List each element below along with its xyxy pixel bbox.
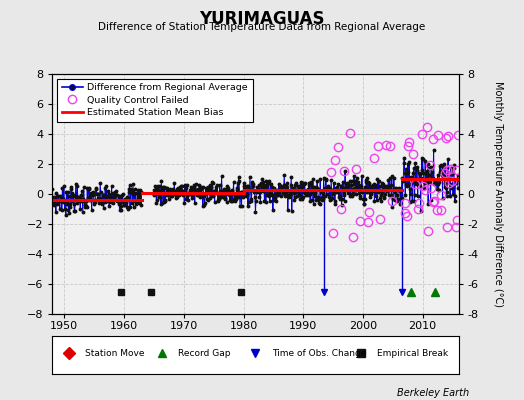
Text: Record Gap: Record Gap	[178, 348, 231, 358]
Text: Station Move: Station Move	[85, 348, 145, 358]
Y-axis label: Monthly Temperature Anomaly Difference (°C): Monthly Temperature Anomaly Difference (…	[493, 81, 503, 307]
Text: Difference of Station Temperature Data from Regional Average: Difference of Station Temperature Data f…	[99, 22, 425, 32]
Text: Berkeley Earth: Berkeley Earth	[397, 388, 469, 398]
Legend: Difference from Regional Average, Quality Control Failed, Estimated Station Mean: Difference from Regional Average, Qualit…	[57, 79, 253, 122]
Text: Time of Obs. Change: Time of Obs. Change	[272, 348, 366, 358]
Text: Empirical Break: Empirical Break	[377, 348, 449, 358]
Text: YURIMAGUAS: YURIMAGUAS	[199, 10, 325, 28]
